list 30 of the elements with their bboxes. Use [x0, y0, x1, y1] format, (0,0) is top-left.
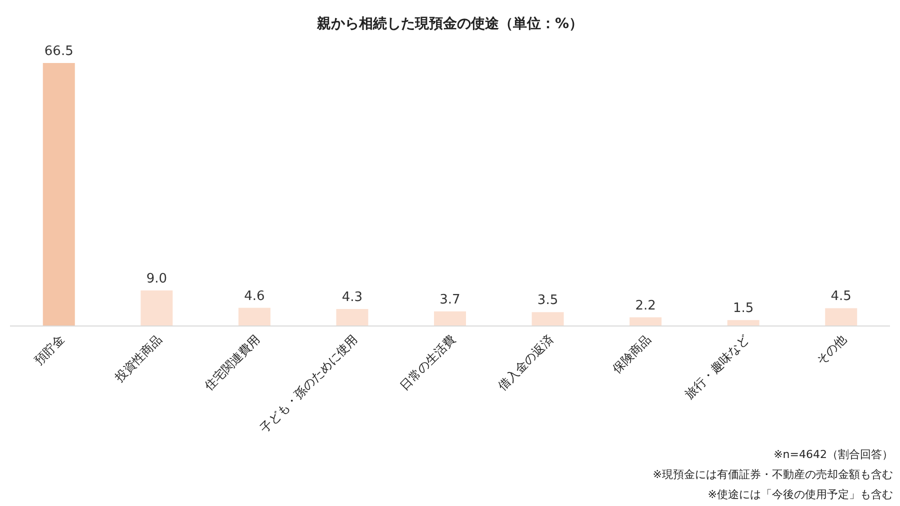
- x-tick-label: 投資性商品: [112, 332, 165, 386]
- bar: [727, 320, 760, 326]
- bar: [336, 308, 368, 326]
- data-label: 4.6: [244, 288, 265, 304]
- bar: [238, 308, 270, 326]
- text: ※現預金には有価証券・不動産の売却金額も含む: [652, 468, 893, 481]
- data-label: 1.5: [732, 301, 754, 316]
- chart-title: 親から相続した現預金の使途（単位：%）: [316, 15, 584, 32]
- data-label: 3.5: [537, 293, 558, 308]
- data-label: 3.7: [440, 292, 460, 308]
- bar: [630, 317, 662, 326]
- data-label: 2.2: [635, 298, 656, 314]
- data-label: 66.5: [44, 44, 74, 59]
- bar: [140, 290, 173, 326]
- bar: [434, 311, 466, 326]
- bar: [532, 312, 564, 326]
- bar: [825, 308, 858, 326]
- x-tick-label: 日常の生活費: [397, 332, 458, 394]
- data-label: 9.0: [146, 271, 168, 286]
- x-tick-label: 預貯金: [32, 332, 68, 368]
- bar: [42, 63, 75, 326]
- x-tick-label: その他: [814, 332, 850, 368]
- x-tick-label: 借入金の返済: [495, 332, 556, 394]
- x-tick-label: 旅行・趣味など: [682, 332, 752, 402]
- x-tick-label: 保険商品: [610, 332, 654, 376]
- x-tick-label: 住宅関連費用: [201, 332, 263, 394]
- text: ※n=4642（割合回答）: [774, 448, 893, 461]
- data-label: 4.3: [342, 290, 363, 305]
- data-label: 4.5: [830, 289, 852, 304]
- text: ※使途には「今後の使用予定」も含む: [708, 488, 893, 501]
